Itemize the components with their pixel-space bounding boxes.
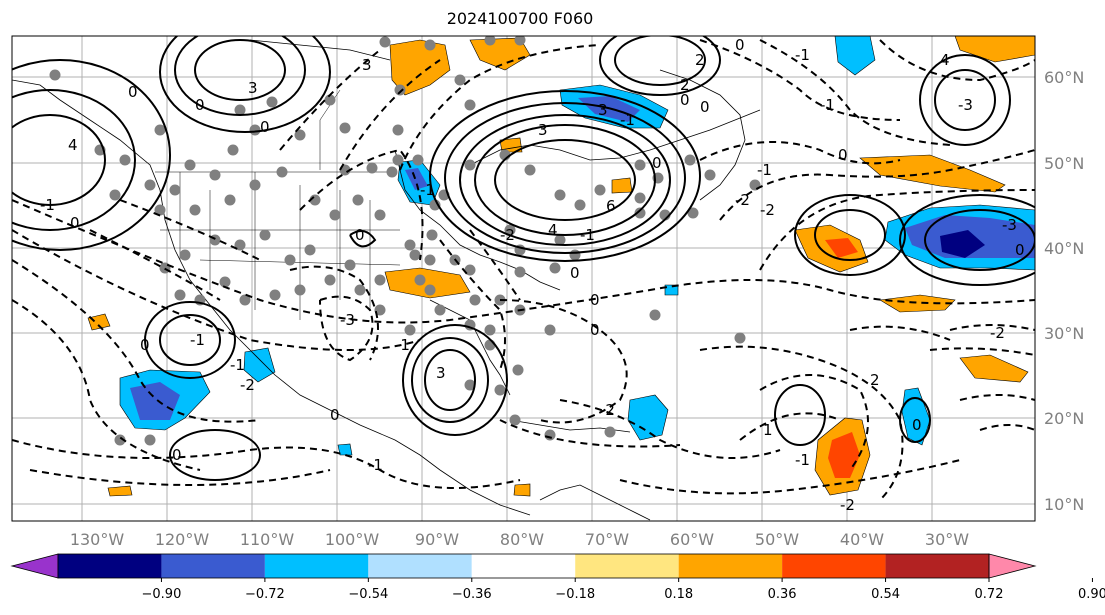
longitude-label: 60°W [670, 530, 714, 549]
longitude-label: 120°W [155, 530, 210, 549]
longitude-label: 90°W [415, 530, 459, 549]
colorbar-tick-label: 0.36 [768, 587, 797, 602]
contour-label: 3 [538, 121, 548, 139]
longitude-label: 30°W [925, 530, 969, 549]
latitude-label: 20°N [1044, 409, 1084, 428]
contour-label: 0 [195, 96, 205, 114]
contour-label: 3 [362, 56, 372, 74]
contour-label: 1 [763, 421, 773, 439]
contour-label: 0 [735, 36, 745, 54]
contour-label: -1 [620, 111, 635, 129]
contour-label: 0 [838, 146, 848, 164]
longitude-label: 70°W [585, 530, 629, 549]
colorbar-tick-label: 0.54 [871, 587, 900, 602]
latitude-label: 60°N [1044, 68, 1084, 87]
contour-label: 3 [598, 101, 608, 119]
contour-label: 6 [606, 197, 616, 215]
colorbar-tick-label: 0.18 [664, 587, 693, 602]
colorbar-tick-label: −0.18 [555, 587, 595, 602]
contour-label: 2 [680, 76, 690, 94]
latitude-label: 40°N [1044, 239, 1084, 258]
contour-label: -2 [990, 324, 1005, 342]
contour-label: -1 [395, 336, 410, 354]
colorbar-tick-labels: −0.90 −0.72 −0.54 −0.36 −0.18 0.18 0.36 0.54 0.7… [142, 578, 1105, 602]
contour-label: -3 [958, 96, 973, 114]
longitude-label: 130°W [70, 530, 125, 549]
shade-orange-12 [514, 484, 530, 496]
latitude-label: 30°N [1044, 324, 1084, 343]
contour-label: -2 [840, 496, 855, 514]
contour-label: -2 [735, 191, 750, 209]
contour-label: 3 [436, 364, 446, 382]
contour-label: 0 [652, 154, 662, 172]
contour-label: 0 [700, 98, 710, 116]
colorbar-tick-label: −0.72 [245, 587, 285, 602]
contour-label: 0 [912, 416, 922, 434]
contour-label: 0 [330, 406, 340, 424]
longitude-label: 110°W [240, 530, 295, 549]
contour-label: -1 [40, 196, 55, 214]
latitude-labels: 60°N 50°N 40°N 30°N 20°N 10°N [1044, 68, 1084, 514]
contour-label: 4 [548, 221, 558, 239]
contour-label: -3 [1002, 216, 1017, 234]
contour-label: -2 [240, 376, 255, 394]
longitude-label: 40°W [840, 530, 884, 549]
shade-orange-11 [108, 486, 132, 496]
contour-label: 4 [68, 136, 78, 154]
longitude-label: 100°W [325, 530, 380, 549]
contour-label: -3 [340, 311, 355, 329]
contour-label: 0 [140, 336, 150, 354]
shade-orange-14 [612, 178, 632, 193]
contour-label: -1 [757, 161, 772, 179]
contour-label: -2 [500, 226, 515, 244]
colorbar-tick-label: 0.90 [1078, 587, 1105, 602]
longitude-label: 80°W [500, 530, 544, 549]
longitude-labels: 130°W 120°W 110°W 100°W 90°W 80°W 70°W 60°W 50°W… [70, 530, 969, 549]
contour-label: -1 [230, 356, 245, 374]
contour-label: 0 [355, 226, 365, 244]
contour-label: -1 [580, 226, 595, 244]
contour-label: -1 [820, 96, 835, 114]
contour-label: 0 [570, 264, 580, 282]
contour-label: 0 [128, 83, 138, 101]
contour-label: 0 [1015, 241, 1025, 259]
contour-label: 0 [70, 214, 80, 232]
latitude-label: 10°N [1044, 495, 1084, 514]
contour-label: -1 [420, 181, 435, 199]
longitude-label: 50°W [755, 530, 799, 549]
contour-label: -1 [795, 451, 810, 469]
contour-label: 0 [172, 446, 182, 464]
contour-label: -1 [795, 46, 810, 64]
contour-label: -1 [368, 456, 383, 474]
colorbar-tick-label: 0.72 [975, 587, 1004, 602]
colorbar-tick-label: −0.36 [452, 587, 492, 602]
colorbar-tick-label: −0.90 [142, 587, 182, 602]
contour-label: 2 [695, 51, 705, 69]
contour-label: 0 [590, 321, 600, 339]
contour-label: -2 [600, 401, 615, 419]
colorbar [12, 554, 1035, 578]
contour-label: 4 [940, 51, 950, 69]
contour-label: -2 [760, 201, 775, 219]
contour-label: 0 [590, 291, 600, 309]
contour-label: 0 [260, 118, 270, 136]
latitude-label: 50°N [1044, 154, 1084, 173]
map-plot-area [12, 36, 1035, 521]
contour-label: 3 [248, 79, 258, 97]
colorbar-tick-label: −0.54 [348, 587, 388, 602]
contour-label: 2 [870, 371, 880, 389]
contour-label: -1 [190, 331, 205, 349]
